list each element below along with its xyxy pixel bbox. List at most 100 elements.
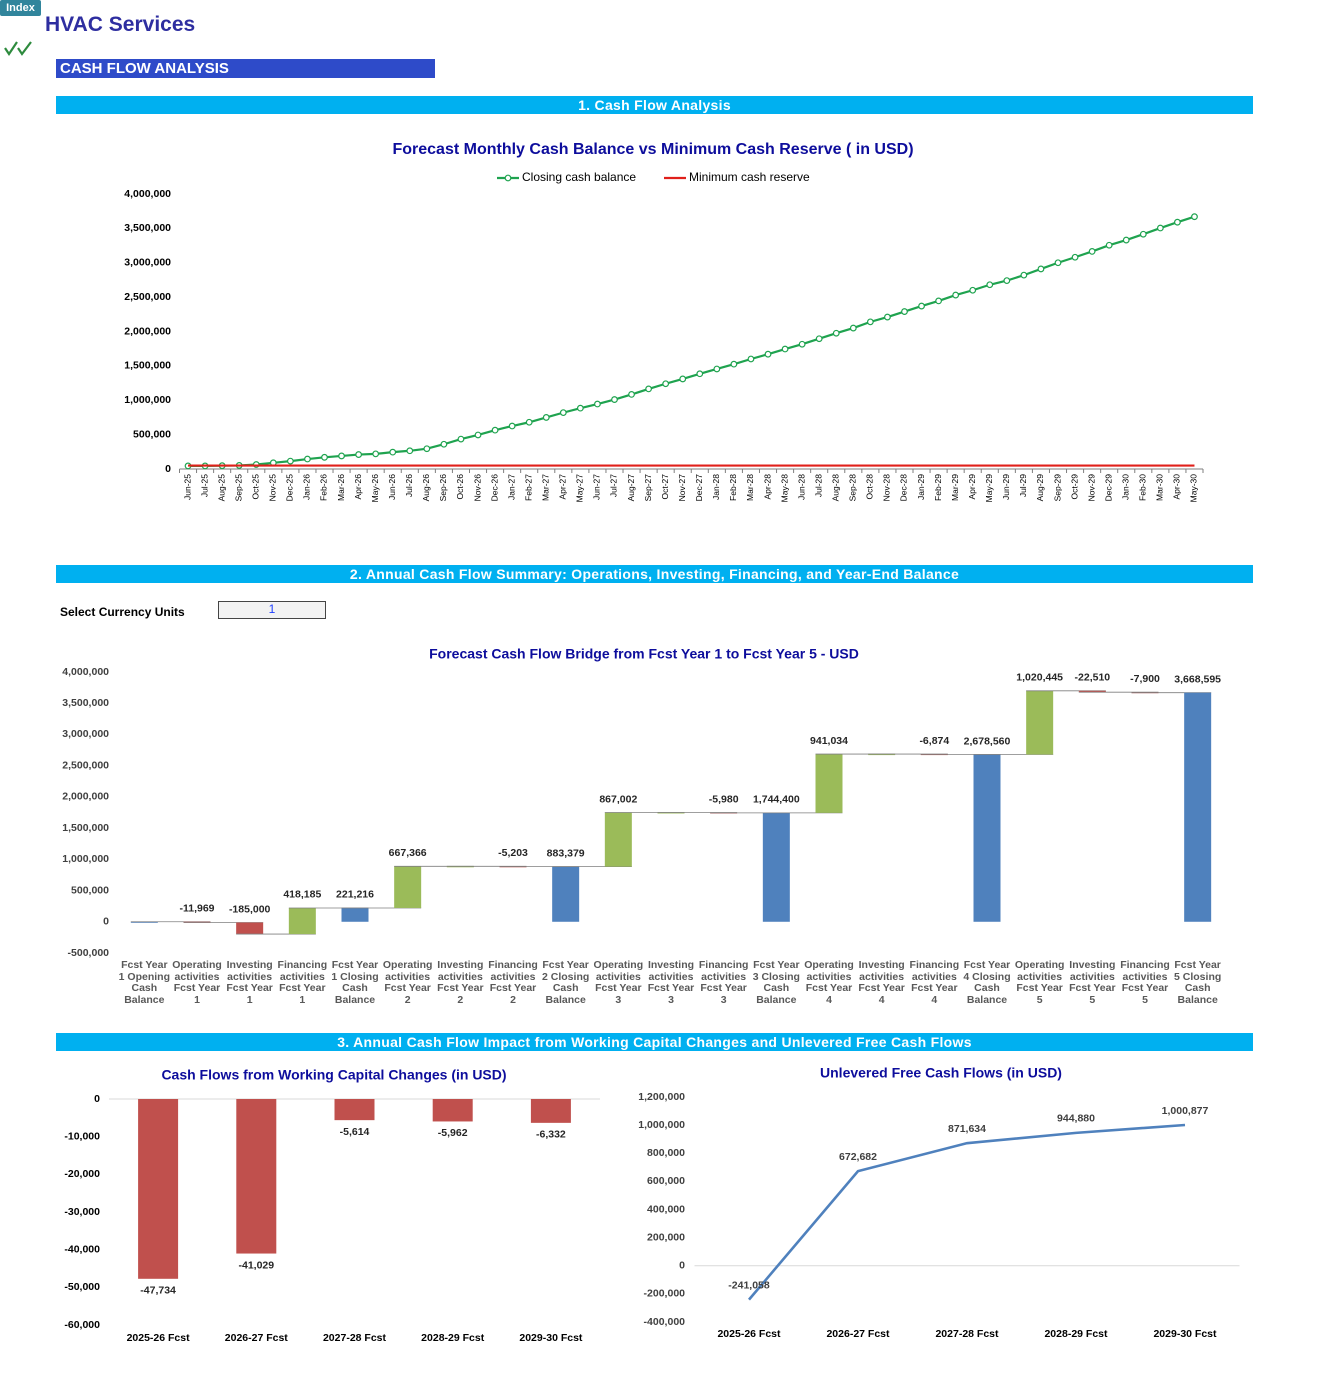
legend-marker bbox=[504, 174, 512, 182]
y-tick-label: 3,500,000 bbox=[62, 697, 109, 709]
x-tick-label: Operating activities Fcst Year 4 bbox=[804, 959, 854, 1006]
x-tick-label: Investing activities Fcst Year 5 bbox=[1069, 959, 1116, 1006]
x-tick-label: Sep-29 bbox=[1052, 474, 1062, 502]
x-tick-label: Sep-25 bbox=[233, 474, 243, 502]
line-marker bbox=[969, 286, 977, 294]
currency-input[interactable]: 1 bbox=[218, 601, 326, 619]
page-title: HVAC Services bbox=[45, 13, 196, 36]
data-label: -5,962 bbox=[438, 1127, 468, 1139]
line-marker bbox=[935, 297, 942, 305]
y-tick-label: 1,000,000 bbox=[124, 394, 171, 406]
line-marker bbox=[730, 360, 738, 368]
x-tick-label: Fcst Year 4 Closing Cash Balance bbox=[963, 959, 1011, 1006]
bar bbox=[236, 1099, 277, 1254]
line-marker bbox=[525, 418, 533, 426]
y-tick-label: -20,000 bbox=[64, 1168, 100, 1180]
x-tick-label: Jun-27 bbox=[592, 474, 602, 500]
y-tick-label: 0 bbox=[94, 1093, 100, 1105]
index-button[interactable]: Index bbox=[0, 0, 41, 16]
x-tick-label: Nov-29 bbox=[1086, 474, 1096, 502]
line-marker bbox=[901, 308, 908, 315]
y-tick-label: 3,500,000 bbox=[124, 222, 171, 234]
y-tick-label: 1,000,000 bbox=[638, 1119, 685, 1131]
y-tick-label: 3,000,000 bbox=[62, 728, 109, 740]
y-tick-label: 500,000 bbox=[133, 428, 171, 440]
x-tick-label: Operating activities Fcst Year 2 bbox=[382, 959, 433, 1006]
x-tick-label: Financing activities Fcst Year 2 bbox=[488, 959, 538, 1006]
bar bbox=[815, 754, 843, 813]
y-tick-label: -500,000 bbox=[68, 947, 110, 959]
y-tick-label: 3,000,000 bbox=[124, 257, 171, 269]
x-tick-label: Sep-26 bbox=[438, 474, 448, 502]
x-tick-label: Oct-25 bbox=[251, 474, 261, 500]
data-label: -11,969 bbox=[179, 903, 214, 915]
bar bbox=[530, 1099, 571, 1123]
x-tick-label: 2025-26 Fcst bbox=[717, 1328, 781, 1340]
bar bbox=[1026, 690, 1054, 755]
x-tick-label: Fcst Year 1 Opening Cash Balance bbox=[118, 959, 170, 1006]
x-tick-label: Oct-27 bbox=[660, 474, 670, 500]
x-tick-label: Jan-29 bbox=[916, 474, 926, 500]
x-tick-label: Feb-29 bbox=[933, 474, 943, 501]
line-marker bbox=[815, 335, 823, 343]
y-tick-label: 500,000 bbox=[71, 884, 109, 896]
y-tick-label: -400,000 bbox=[644, 1316, 686, 1328]
x-tick-label: Jun-28 bbox=[796, 474, 806, 500]
line-marker bbox=[372, 450, 380, 458]
line-marker bbox=[338, 452, 345, 460]
line-marker bbox=[542, 414, 550, 421]
chart-title: Unlevered Free Cash Flows (in USD) bbox=[820, 1065, 1062, 1081]
x-tick-label: Dec-29 bbox=[1103, 474, 1113, 502]
bar bbox=[394, 866, 422, 908]
x-tick-label: Apr-26 bbox=[353, 474, 363, 500]
line-marker bbox=[1122, 236, 1130, 244]
line-marker bbox=[918, 302, 925, 310]
line-marker bbox=[594, 400, 601, 408]
line-marker bbox=[747, 355, 755, 363]
legend-label: Closing cash balance bbox=[522, 170, 636, 184]
line-marker bbox=[423, 445, 431, 453]
x-tick-label: Feb-28 bbox=[728, 474, 738, 501]
x-tick-label: Oct-29 bbox=[1069, 474, 1079, 500]
line-marker bbox=[321, 453, 328, 461]
x-tick-label: Feb-26 bbox=[319, 474, 329, 501]
y-tick-label: 2,000,000 bbox=[62, 791, 109, 803]
data-label: 883,379 bbox=[547, 847, 585, 859]
x-tick-label: Apr-27 bbox=[558, 474, 568, 500]
data-label: 418,185 bbox=[283, 889, 321, 901]
data-label: 1,744,400 bbox=[753, 794, 800, 806]
y-tick-label: 1,000,000 bbox=[62, 853, 109, 865]
data-label: -185,000 bbox=[229, 903, 271, 915]
line-marker bbox=[355, 451, 363, 458]
line-marker bbox=[1020, 271, 1028, 279]
line-marker bbox=[628, 391, 635, 398]
x-tick-label: May-27 bbox=[575, 474, 585, 503]
line-marker bbox=[866, 318, 874, 326]
line-marker bbox=[440, 440, 448, 448]
data-label: -22,510 bbox=[1075, 672, 1111, 684]
x-tick-label: Jul-25 bbox=[199, 474, 209, 497]
x-tick-label: Mar-26 bbox=[336, 474, 346, 501]
x-tick-label: Aug-26 bbox=[421, 474, 431, 502]
data-label: 1,000,877 bbox=[1162, 1105, 1209, 1117]
y-tick-label: 1,500,000 bbox=[124, 360, 171, 372]
x-tick-label: Jul-28 bbox=[813, 474, 823, 497]
y-tick-label: 1,500,000 bbox=[62, 822, 109, 834]
chart-title: Forecast Cash Flow Bridge from Fcst Year… bbox=[429, 646, 859, 662]
x-tick-label: Operating activities Fcst Year 5 bbox=[1014, 959, 1065, 1006]
x-tick-label: Sep-27 bbox=[643, 474, 653, 502]
x-tick-label: Apr-30 bbox=[1172, 474, 1182, 500]
data-label: -6,874 bbox=[919, 735, 949, 747]
data-label: 667,366 bbox=[389, 847, 427, 859]
x-tick-label: Jan-30 bbox=[1120, 474, 1130, 500]
line-marker bbox=[1037, 265, 1045, 273]
y-tick-label: 4,000,000 bbox=[62, 666, 109, 678]
line-marker bbox=[849, 324, 857, 332]
data-label: -5,203 bbox=[498, 847, 528, 859]
line-marker bbox=[457, 435, 465, 443]
y-tick-label: -40,000 bbox=[64, 1243, 100, 1255]
x-tick-label: Dec-26 bbox=[489, 474, 499, 502]
line-marker bbox=[713, 365, 721, 373]
x-tick-label: 2025-26 Fcst bbox=[127, 1332, 191, 1344]
